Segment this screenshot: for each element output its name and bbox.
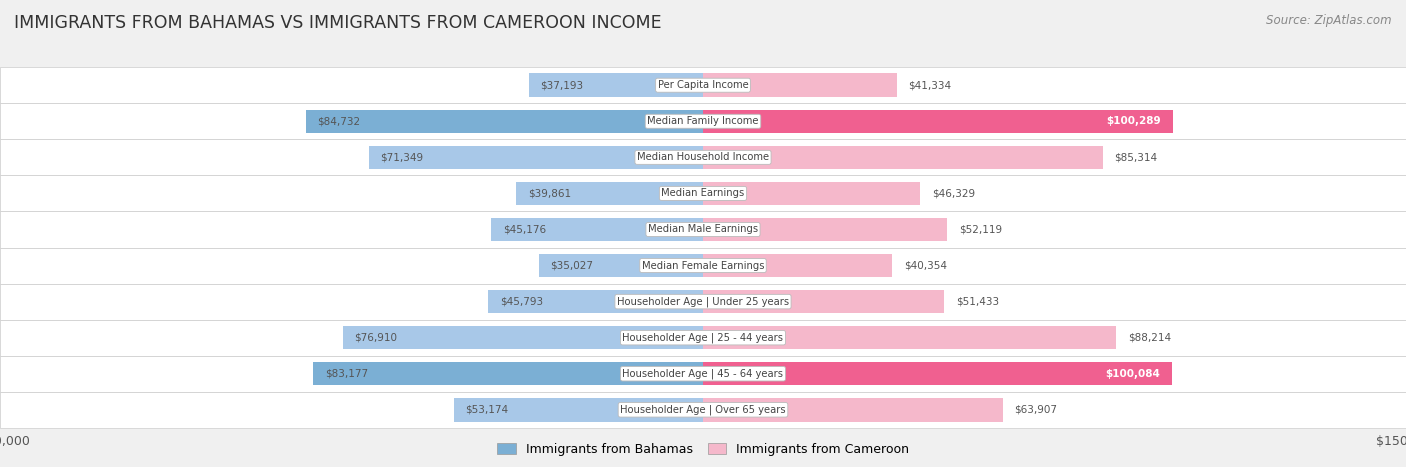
FancyBboxPatch shape [0, 176, 1406, 212]
Text: $100,084: $100,084 [1105, 369, 1160, 379]
Text: Median Female Earnings: Median Female Earnings [641, 261, 765, 270]
Bar [703, 362, 1173, 385]
Text: Median Family Income: Median Family Income [647, 116, 759, 126]
Text: Median Household Income: Median Household Income [637, 152, 769, 163]
Text: $45,176: $45,176 [503, 225, 546, 234]
FancyBboxPatch shape [0, 67, 1406, 103]
Text: $63,907: $63,907 [1014, 405, 1057, 415]
Text: $41,334: $41,334 [908, 80, 952, 90]
Bar [703, 146, 1102, 169]
Text: $71,349: $71,349 [381, 152, 423, 163]
Text: $52,119: $52,119 [959, 225, 1002, 234]
Text: $35,027: $35,027 [551, 261, 593, 270]
Text: Householder Age | 25 - 44 years: Householder Age | 25 - 44 years [623, 333, 783, 343]
Bar [368, 146, 703, 169]
FancyBboxPatch shape [0, 248, 1406, 283]
Bar [529, 73, 703, 97]
Text: $46,329: $46,329 [932, 188, 974, 198]
Bar [703, 182, 920, 205]
Text: $40,354: $40,354 [904, 261, 946, 270]
Text: $51,433: $51,433 [956, 297, 998, 307]
Text: Householder Age | Under 25 years: Householder Age | Under 25 years [617, 297, 789, 307]
Bar [703, 254, 893, 277]
Text: $53,174: $53,174 [465, 405, 509, 415]
Bar [488, 290, 703, 313]
Bar [703, 290, 943, 313]
Text: $39,861: $39,861 [527, 188, 571, 198]
Bar [491, 218, 703, 241]
Bar [538, 254, 703, 277]
Legend: Immigrants from Bahamas, Immigrants from Cameroon: Immigrants from Bahamas, Immigrants from… [492, 438, 914, 461]
Text: $76,910: $76,910 [354, 333, 398, 343]
Text: $45,793: $45,793 [501, 297, 543, 307]
Text: IMMIGRANTS FROM BAHAMAS VS IMMIGRANTS FROM CAMEROON INCOME: IMMIGRANTS FROM BAHAMAS VS IMMIGRANTS FR… [14, 14, 662, 32]
Text: $37,193: $37,193 [540, 80, 583, 90]
Text: $85,314: $85,314 [1115, 152, 1157, 163]
Bar [516, 182, 703, 205]
FancyBboxPatch shape [0, 356, 1406, 392]
Text: Householder Age | Over 65 years: Householder Age | Over 65 years [620, 404, 786, 415]
Bar [703, 218, 948, 241]
FancyBboxPatch shape [0, 319, 1406, 356]
Text: Householder Age | 45 - 64 years: Householder Age | 45 - 64 years [623, 368, 783, 379]
Text: $84,732: $84,732 [318, 116, 361, 126]
Bar [307, 110, 703, 133]
Bar [314, 362, 703, 385]
Bar [703, 73, 897, 97]
Text: $100,289: $100,289 [1107, 116, 1161, 126]
Text: Median Male Earnings: Median Male Earnings [648, 225, 758, 234]
FancyBboxPatch shape [0, 212, 1406, 248]
FancyBboxPatch shape [0, 392, 1406, 428]
Text: Median Earnings: Median Earnings [661, 188, 745, 198]
Bar [703, 110, 1173, 133]
Text: $88,214: $88,214 [1128, 333, 1171, 343]
FancyBboxPatch shape [0, 103, 1406, 139]
Bar [343, 326, 703, 349]
FancyBboxPatch shape [0, 283, 1406, 319]
FancyBboxPatch shape [0, 139, 1406, 176]
Text: $83,177: $83,177 [325, 369, 368, 379]
Text: Source: ZipAtlas.com: Source: ZipAtlas.com [1267, 14, 1392, 27]
Bar [454, 398, 703, 422]
Bar [703, 398, 1002, 422]
Text: Per Capita Income: Per Capita Income [658, 80, 748, 90]
Bar [703, 326, 1116, 349]
